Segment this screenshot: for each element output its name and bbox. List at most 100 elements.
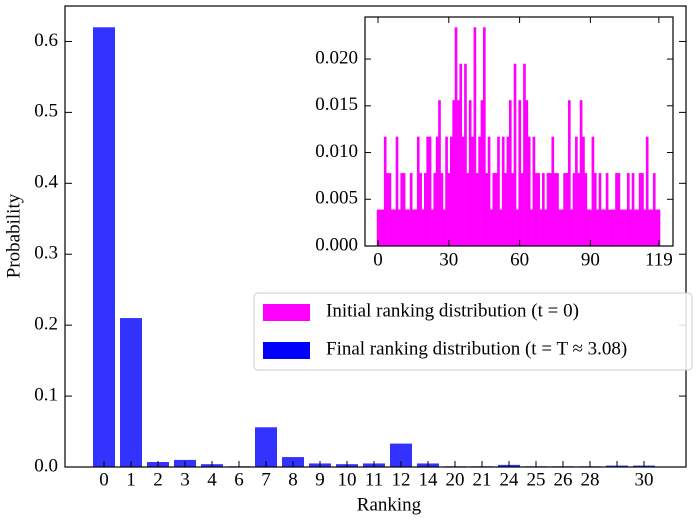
inset-bar [532, 136, 536, 246]
inset-bar [537, 173, 540, 246]
inset-x-tick-label: 119 [645, 249, 673, 270]
inset-bar [464, 63, 467, 246]
inset-bar [478, 136, 481, 246]
inset-bar [485, 173, 489, 246]
inset-bar [546, 173, 550, 246]
y-tick-label: 0.1 [34, 384, 58, 405]
bar [390, 443, 412, 467]
inset-bar [612, 209, 616, 246]
inset-bar [631, 173, 635, 246]
inset-bar [575, 136, 578, 246]
inset-bar [468, 100, 472, 247]
inset-bar [553, 173, 557, 246]
inset-bar [388, 173, 392, 246]
inset-bar [582, 136, 585, 246]
inset-bar [483, 27, 486, 247]
bar [93, 27, 115, 468]
inset-bar [584, 173, 588, 246]
y-tick-label: 0.2 [34, 314, 58, 335]
inset-bar [412, 209, 415, 246]
x-tick-label: 14 [419, 469, 439, 490]
inset-bar [523, 63, 526, 246]
inset-bar [586, 209, 590, 246]
inset-bar [459, 63, 463, 246]
inset-x-tick-label: 30 [439, 249, 458, 270]
inset-bar [480, 100, 484, 247]
y-tick-label: 0.3 [34, 243, 58, 264]
inset-bar [433, 173, 437, 246]
inset-bar [431, 209, 434, 246]
inset-bar [497, 136, 500, 246]
legend-label: Initial ranking distribution (t = 0) [326, 300, 579, 321]
x-tick-label: 7 [261, 469, 271, 490]
inset-bar [589, 209, 592, 246]
inset-y-tick-label: 0.005 [315, 188, 358, 209]
inset-bar [645, 136, 649, 246]
x-tick-label: 26 [554, 469, 573, 490]
inset-bar [626, 173, 630, 246]
inset-bar [650, 209, 654, 246]
inset-bar [414, 209, 418, 246]
inset-bar [636, 209, 640, 246]
x-axis-label: Ranking [357, 494, 422, 515]
inset-bar [395, 136, 399, 246]
x-tick-label: 8 [288, 469, 298, 490]
inset-bar [492, 173, 496, 246]
inset-bar [424, 173, 427, 246]
inset-bar [593, 173, 597, 246]
x-tick-label: 20 [446, 469, 465, 490]
inset-bar [461, 136, 465, 246]
inset-bar [518, 100, 522, 247]
y-tick-label: 0.5 [34, 101, 58, 122]
inset-bar [405, 209, 408, 246]
inset-bar [452, 100, 455, 247]
x-tick-label: 11 [365, 469, 383, 490]
inset-bar [435, 136, 439, 246]
inset-bar [499, 209, 503, 246]
inset-bar [615, 173, 618, 246]
inset-bar [591, 136, 595, 246]
bar [255, 427, 277, 467]
inset-bar [567, 100, 571, 247]
legend-label: Final ranking distribution (t = T ≈ 3.08… [326, 338, 627, 359]
inset-bar [511, 173, 514, 246]
inset-bar [542, 173, 545, 246]
x-tick-label: 30 [635, 469, 654, 490]
inset-bar [605, 173, 609, 246]
x-tick-label: 28 [581, 469, 600, 490]
inset-bar [544, 209, 548, 246]
x-tick-label: 3 [180, 469, 190, 490]
x-tick-label: 12 [392, 469, 411, 490]
inset-bar [520, 173, 524, 246]
inset-bar [494, 173, 498, 246]
inset-y-tick-label: 0.020 [315, 47, 358, 68]
inset-y-tick-label: 0.015 [315, 94, 358, 115]
inset-bar [398, 209, 401, 246]
inset-bar [421, 209, 425, 246]
inset-bar [655, 209, 658, 246]
inset-bar [622, 209, 625, 246]
inset-bar [598, 173, 602, 246]
inset-bar [551, 136, 555, 246]
x-tick-label: 0 [99, 469, 109, 490]
inset-bar [601, 209, 604, 246]
inset-bar [457, 100, 460, 247]
x-tick-label: 1 [126, 469, 136, 490]
inset-x-tick-label: 0 [373, 249, 383, 270]
inset-bar [563, 173, 566, 246]
inset-bar [572, 173, 576, 246]
inset-bar [634, 209, 637, 246]
inset-bar [438, 100, 441, 247]
inset-bar [570, 209, 573, 246]
inset-bar [419, 173, 422, 246]
inset-bar [516, 209, 519, 246]
inset-bar [657, 209, 661, 246]
x-tick-label: 6 [234, 469, 244, 490]
inset-bar [409, 173, 413, 246]
inset-bar [610, 209, 614, 246]
y-tick-label: 0.6 [34, 30, 58, 51]
inset-bar [473, 27, 477, 247]
inset-bar [402, 173, 406, 246]
inset-bar [596, 209, 599, 246]
